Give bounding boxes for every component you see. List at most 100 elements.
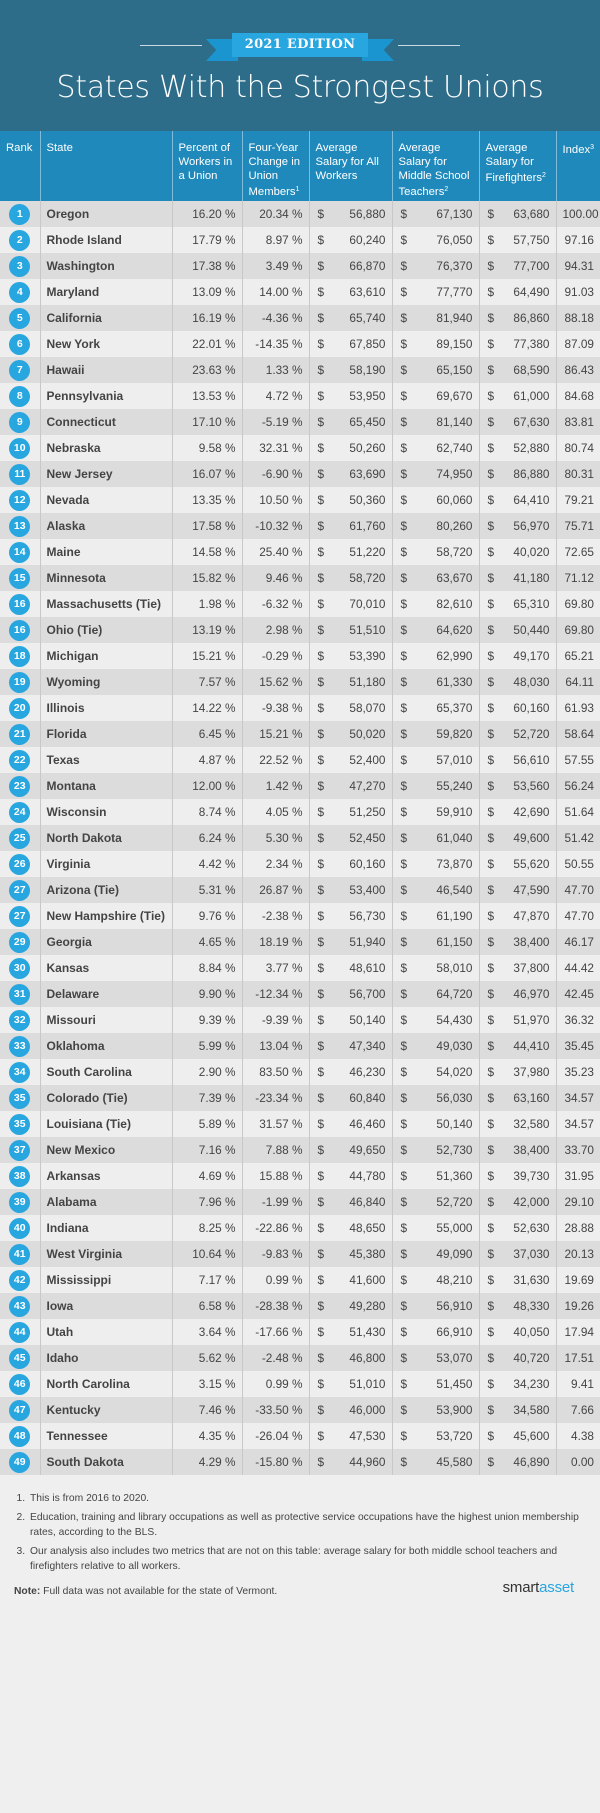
- rank-cell: 35: [0, 1085, 40, 1111]
- salary-teachers: $51,360: [391, 1163, 479, 1189]
- table-row: 26 Virginia 4.42 % 2.34 % $60,160 $73,870 $55,…: [0, 851, 600, 877]
- salary-firefighters: $52,720: [478, 721, 556, 747]
- state-name: Ohio (Tie): [39, 617, 172, 643]
- table-row: 2 Rhode Island 17.79 % 8.97 % $60,240 $76,050…: [0, 227, 600, 253]
- state-name: Alabama: [39, 1189, 172, 1215]
- rank-cell: 16: [0, 617, 40, 643]
- rank-badge: 15: [9, 567, 31, 589]
- table-row: 15 Minnesota 15.82 % 9.46 % $58,720 $63,670 $4…: [0, 565, 600, 591]
- table-row: 1 Oregon 16.20 % 20.34 % $56,880 $67,130 $63,6…: [0, 201, 600, 227]
- salary-all-workers: $50,260: [308, 435, 392, 461]
- four-year-change: 25.40 %: [241, 539, 309, 565]
- rank-badge: 12: [9, 489, 31, 511]
- index-score: 50.55: [555, 851, 600, 877]
- salary-firefighters: $86,880: [478, 461, 556, 487]
- index-score: 64.11: [555, 669, 600, 695]
- table-row: 31 Delaware 9.90 % -12.34 % $56,700 $64,720 $4…: [0, 981, 600, 1007]
- state-name: Maine: [39, 539, 172, 565]
- rank-cell: 21: [0, 721, 40, 747]
- percent-in-union: 6.24 %: [171, 825, 242, 851]
- percent-in-union: 13.09 %: [171, 279, 242, 305]
- salary-all-workers: $49,280: [308, 1293, 392, 1319]
- salary-teachers: $67,130: [391, 201, 479, 227]
- four-year-change: 31.57 %: [241, 1111, 309, 1137]
- table-row: 14 Maine 14.58 % 25.40 % $51,220 $58,720 $40,0…: [0, 539, 600, 565]
- salary-all-workers: $52,450: [308, 825, 392, 851]
- rank-badge: 27: [9, 879, 31, 901]
- salary-firefighters: $53,560: [478, 773, 556, 799]
- column-header-change: Four-Year Change in Union Members1: [241, 131, 309, 201]
- salary-all-workers: $70,010: [308, 591, 392, 617]
- rank-cell: 37: [0, 1137, 40, 1163]
- four-year-change: -9.83 %: [241, 1241, 309, 1267]
- percent-in-union: 7.46 %: [171, 1397, 242, 1423]
- percent-in-union: 8.25 %: [171, 1215, 242, 1241]
- index-score: 100.00: [555, 201, 600, 227]
- rank-badge: 30: [9, 957, 31, 979]
- four-year-change: 3.77 %: [241, 955, 309, 981]
- percent-in-union: 14.22 %: [171, 695, 242, 721]
- salary-teachers: $61,190: [391, 903, 479, 929]
- rank-badge: 34: [9, 1061, 31, 1083]
- rank-badge: 49: [9, 1451, 31, 1473]
- state-name: Oklahoma: [39, 1033, 172, 1059]
- state-name: Illinois: [39, 695, 172, 721]
- rank-cell: 22: [0, 747, 40, 773]
- column-header-rank: Rank: [0, 131, 40, 201]
- salary-teachers: $81,140: [391, 409, 479, 435]
- four-year-change: 22.52 %: [241, 747, 309, 773]
- rank-badge: 48: [9, 1425, 31, 1447]
- index-score: 34.57: [555, 1111, 600, 1137]
- rank-badge: 18: [9, 645, 31, 667]
- four-year-change: -15.80 %: [241, 1449, 309, 1475]
- salary-firefighters: $68,590: [478, 357, 556, 383]
- rank-cell: 7: [0, 357, 40, 383]
- four-year-change: 3.49 %: [241, 253, 309, 279]
- index-score: 0.00: [555, 1449, 600, 1475]
- table-row: 6 New York 22.01 % -14.35 % $67,850 $89,150 $7…: [0, 331, 600, 357]
- ribbon-tail-icon: [206, 39, 238, 61]
- table-row: 42 Mississippi 7.17 % 0.99 % $41,600 $48,210 $…: [0, 1267, 600, 1293]
- state-name: Colorado (Tie): [39, 1085, 172, 1111]
- salary-teachers: $53,720: [391, 1423, 479, 1449]
- percent-in-union: 9.58 %: [171, 435, 242, 461]
- four-year-change: 10.50 %: [241, 487, 309, 513]
- salary-all-workers: $58,070: [308, 695, 392, 721]
- four-year-change: 5.30 %: [241, 825, 309, 851]
- percent-in-union: 8.84 %: [171, 955, 242, 981]
- index-score: 80.31: [555, 461, 600, 487]
- four-year-change: 18.19 %: [241, 929, 309, 955]
- salary-firefighters: $38,400: [478, 929, 556, 955]
- salary-firefighters: $56,610: [478, 747, 556, 773]
- table-row: 29 Georgia 4.65 % 18.19 % $51,940 $61,150 $38,…: [0, 929, 600, 955]
- rankings-table: Rank State Percent of Workers in a Union…: [0, 131, 600, 1475]
- percent-in-union: 5.99 %: [171, 1033, 242, 1059]
- four-year-change: 1.42 %: [241, 773, 309, 799]
- index-score: 7.66: [555, 1397, 600, 1423]
- salary-firefighters: $56,970: [478, 513, 556, 539]
- percent-in-union: 10.64 %: [171, 1241, 242, 1267]
- rank-badge: 35: [9, 1113, 31, 1135]
- rank-cell: 48: [0, 1423, 40, 1449]
- salary-firefighters: $60,160: [478, 695, 556, 721]
- salary-teachers: $55,240: [391, 773, 479, 799]
- percent-in-union: 15.82 %: [171, 565, 242, 591]
- salary-firefighters: $46,970: [478, 981, 556, 1007]
- rank-cell: 39: [0, 1189, 40, 1215]
- rank-cell: 19: [0, 669, 40, 695]
- salary-teachers: $80,260: [391, 513, 479, 539]
- index-score: 44.42: [555, 955, 600, 981]
- salary-all-workers: $50,140: [308, 1007, 392, 1033]
- index-score: 28.88: [555, 1215, 600, 1241]
- table-row: 30 Kansas 8.84 % 3.77 % $48,610 $58,010 $37,80…: [0, 955, 600, 981]
- salary-firefighters: $39,730: [478, 1163, 556, 1189]
- salary-all-workers: $46,840: [308, 1189, 392, 1215]
- percent-in-union: 9.76 %: [171, 903, 242, 929]
- salary-all-workers: $46,800: [308, 1345, 392, 1371]
- salary-teachers: $46,540: [391, 877, 479, 903]
- salary-all-workers: $51,510: [308, 617, 392, 643]
- edition-label: 2021 EDITION: [232, 33, 368, 57]
- rank-cell: 2: [0, 227, 40, 253]
- index-score: 58.64: [555, 721, 600, 747]
- index-score: 69.80: [555, 617, 600, 643]
